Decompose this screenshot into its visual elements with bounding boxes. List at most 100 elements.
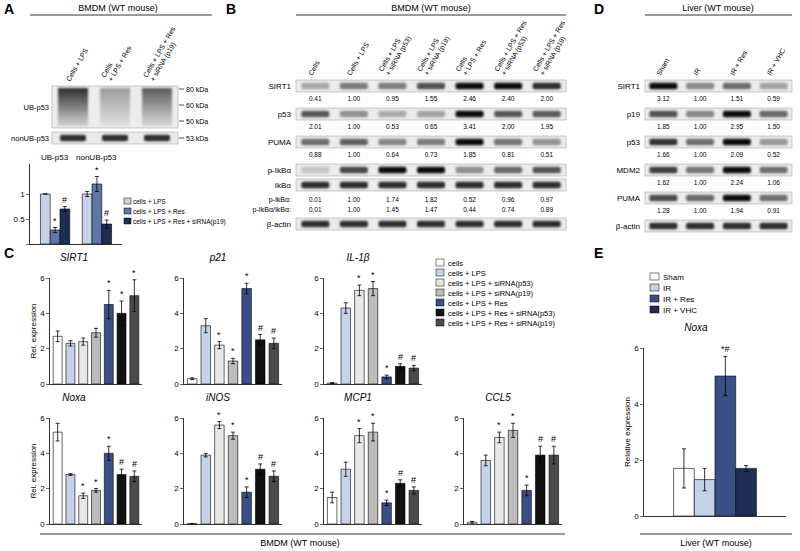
svg-text:Noxa: Noxa xyxy=(684,322,708,333)
svg-text:80 kDa: 80 kDa xyxy=(186,86,208,93)
svg-text:1.00: 1.00 xyxy=(694,95,707,102)
svg-text:Cells + LPS: Cells + LPS xyxy=(65,47,90,83)
svg-text:1.00: 1.00 xyxy=(694,179,707,186)
svg-text:C: C xyxy=(4,245,14,261)
svg-text:Rel. expression: Rel. expression xyxy=(29,303,38,358)
svg-text:Cells+ LPS + Res: Cells+ LPS + Res xyxy=(100,40,133,82)
svg-text:4: 4 xyxy=(40,309,45,318)
svg-text:6: 6 xyxy=(634,344,639,353)
svg-text:*: * xyxy=(217,410,221,420)
svg-text:0.52: 0.52 xyxy=(767,151,780,158)
svg-text:Cells + LPS + Res+ siRNA (p53): Cells + LPS + Res+ siRNA (p53) xyxy=(493,19,536,77)
svg-text:Liver (WT mouse): Liver (WT mouse) xyxy=(682,3,753,13)
svg-text:*: * xyxy=(107,278,111,288)
svg-text:UB-p53: UB-p53 xyxy=(41,153,69,162)
svg-text:1.74: 1.74 xyxy=(386,196,399,203)
svg-text:β-actin: β-actin xyxy=(267,220,291,229)
svg-text:UB-p53: UB-p53 xyxy=(24,103,49,112)
svg-text:1.85: 1.85 xyxy=(657,123,670,130)
svg-text:*: * xyxy=(231,420,235,430)
svg-text:4: 4 xyxy=(314,309,319,318)
svg-text:#: # xyxy=(398,468,403,478)
svg-text:E: E xyxy=(594,245,603,261)
svg-text:*: * xyxy=(81,481,85,491)
svg-text:D: D xyxy=(594,1,604,17)
svg-text:4: 4 xyxy=(40,449,45,458)
svg-text:*: * xyxy=(357,273,361,283)
svg-text:0: 0 xyxy=(174,520,179,529)
svg-text:B: B xyxy=(226,1,236,17)
svg-text:*: * xyxy=(245,271,249,281)
svg-text:2: 2 xyxy=(314,484,319,493)
svg-text:1.95: 1.95 xyxy=(540,123,553,130)
svg-text:2: 2 xyxy=(314,344,319,353)
svg-text:*: * xyxy=(385,363,389,373)
svg-text:IR + Res: IR + Res xyxy=(663,295,694,304)
svg-text:iNOS: iNOS xyxy=(206,392,230,403)
svg-text:#: # xyxy=(411,353,416,363)
svg-text:IR + Res: IR + Res xyxy=(729,49,749,77)
svg-text:#: # xyxy=(104,208,109,218)
svg-text:nonUB-p53: nonUB-p53 xyxy=(11,134,49,143)
svg-text:6: 6 xyxy=(314,414,319,423)
svg-text:1.50: 1.50 xyxy=(767,123,780,130)
svg-text:Cells + LPS+ siRNA (p53): Cells + LPS+ siRNA (p53) xyxy=(377,31,413,77)
svg-text:Noxa: Noxa xyxy=(62,392,86,403)
svg-text:2.24: 2.24 xyxy=(731,179,744,186)
svg-text:4: 4 xyxy=(174,309,179,318)
svg-text:MCP1: MCP1 xyxy=(344,392,372,403)
svg-text:Relative expression: Relative expression xyxy=(623,397,632,467)
svg-text:Cells + LPS + Res+ siRNA (p19): Cells + LPS + Res+ siRNA (p19) xyxy=(142,25,185,83)
svg-text:0.64: 0.64 xyxy=(386,151,399,158)
svg-text:β-actin: β-actin xyxy=(616,222,640,231)
svg-text:1.62: 1.62 xyxy=(657,179,670,186)
svg-text:2: 2 xyxy=(634,456,639,465)
svg-text:Cells + LPS+ siRNA (p19): Cells + LPS+ siRNA (p19) xyxy=(416,31,452,77)
svg-text:6: 6 xyxy=(40,274,45,283)
svg-text:cells + LPS + Res + siRNA(p19): cells + LPS + Res + siRNA(p19) xyxy=(133,218,226,226)
svg-text:1.00: 1.00 xyxy=(348,196,361,203)
svg-text:*: * xyxy=(245,475,249,485)
svg-text:1.00: 1.00 xyxy=(694,207,707,214)
svg-text:cells + LPS: cells + LPS xyxy=(133,198,166,205)
svg-text:2.46: 2.46 xyxy=(463,95,476,102)
svg-text:2: 2 xyxy=(174,484,179,493)
svg-text:2.01: 2.01 xyxy=(309,123,322,130)
svg-text:cells + LPS + Res: cells + LPS + Res xyxy=(133,208,185,215)
svg-text:0: 0 xyxy=(174,380,179,389)
svg-text:Liver (WT mouse): Liver (WT mouse) xyxy=(680,538,751,548)
svg-text:0.52: 0.52 xyxy=(463,196,476,203)
svg-text:#: # xyxy=(271,459,276,469)
svg-text:#: # xyxy=(551,434,556,444)
svg-text:0: 0 xyxy=(40,520,45,529)
svg-text:0.44: 0.44 xyxy=(463,206,476,213)
svg-text:*: * xyxy=(371,270,375,280)
svg-text:0.5: 0.5 xyxy=(13,215,25,224)
svg-text:1: 1 xyxy=(20,190,25,199)
svg-text:Sham: Sham xyxy=(663,273,684,282)
svg-text:*: * xyxy=(120,289,124,299)
svg-text:#: # xyxy=(258,452,263,462)
svg-text:#: # xyxy=(62,195,67,205)
svg-text:Rel. expression: Rel. expression xyxy=(29,443,38,498)
svg-text:0.91: 0.91 xyxy=(767,207,780,214)
svg-text:nonUB-p53: nonUB-p53 xyxy=(76,153,117,162)
svg-text:BMDM (WT mouse): BMDM (WT mouse) xyxy=(260,538,339,548)
svg-text:IR + VHC: IR + VHC xyxy=(663,306,697,315)
svg-text:0.81: 0.81 xyxy=(502,151,515,158)
svg-text:BMDM (WT mouse): BMDM (WT mouse) xyxy=(78,3,157,13)
svg-text:2.09: 2.09 xyxy=(731,151,744,158)
svg-text:#: # xyxy=(398,352,403,362)
svg-text:1.28: 1.28 xyxy=(657,207,670,214)
svg-text:p-IkBα:: p-IkBα: xyxy=(269,196,291,204)
svg-text:0.88: 0.88 xyxy=(309,151,322,158)
svg-text:*: * xyxy=(53,216,57,226)
svg-text:p-IkBα: p-IkBα xyxy=(268,166,292,175)
svg-text:p19: p19 xyxy=(627,110,641,119)
svg-text:1.82: 1.82 xyxy=(425,196,438,203)
svg-text:IR: IR xyxy=(692,67,702,77)
svg-text:60 kDa: 60 kDa xyxy=(186,102,208,109)
svg-text:*: * xyxy=(217,330,221,340)
svg-text:1.00: 1.00 xyxy=(348,95,361,102)
svg-text:cells + LPS + siRNA(p19): cells + LPS + siRNA(p19) xyxy=(448,289,534,298)
